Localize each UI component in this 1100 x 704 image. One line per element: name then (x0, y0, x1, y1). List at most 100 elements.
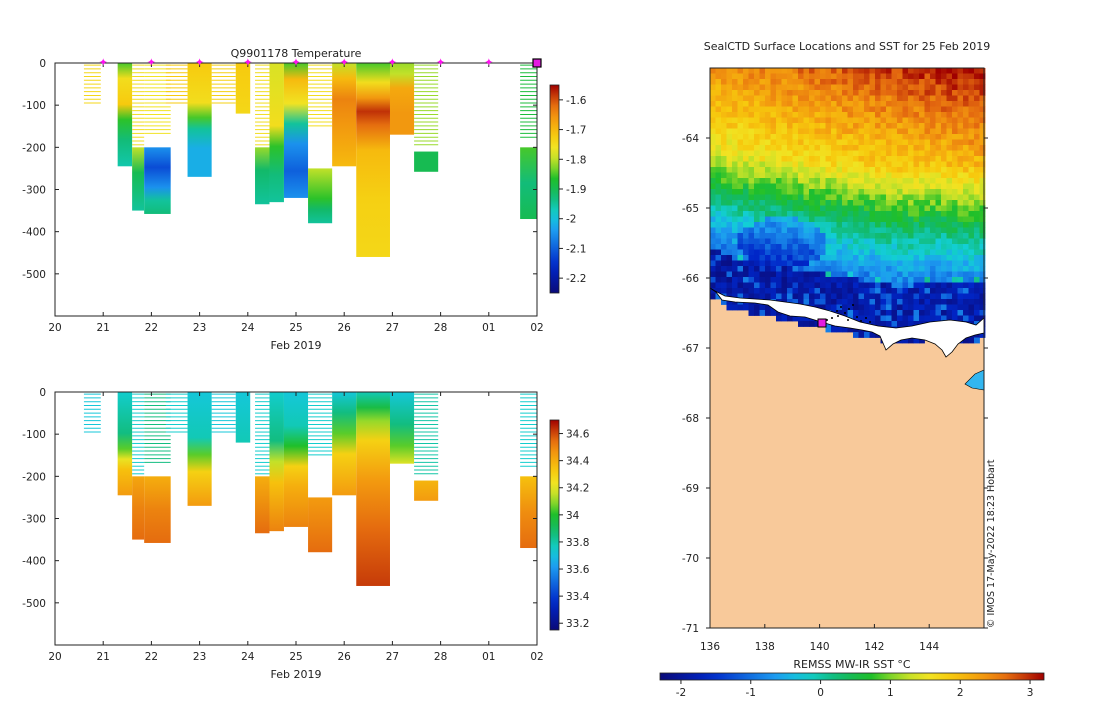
sst-cell (974, 183, 980, 190)
sst-cell (858, 277, 865, 283)
sst-cell (743, 266, 749, 272)
sst-cell (853, 194, 859, 201)
sst-cell (842, 128, 848, 135)
sst-cell (979, 172, 986, 179)
sst-cell (842, 156, 848, 162)
sst-cell (979, 211, 986, 217)
sst-cell (776, 205, 782, 212)
sst-cell (886, 227, 892, 234)
sst-cell (759, 134, 766, 140)
sst-cell (798, 79, 804, 85)
sst-cell (858, 293, 865, 300)
sst-cell (875, 227, 881, 234)
sst-cell (897, 271, 903, 278)
sst-cell (930, 200, 936, 206)
sst-cell (781, 167, 788, 173)
profile-column (389, 63, 415, 135)
sst-cell (891, 299, 898, 305)
sst-cell (847, 150, 854, 157)
sst-cell (935, 216, 942, 223)
sst-cell (968, 271, 975, 278)
sst-cell (919, 277, 925, 283)
sst-cell (875, 106, 881, 113)
sst-cell (952, 101, 958, 107)
sst-cell (864, 189, 870, 195)
sst-cell (974, 156, 980, 162)
sst-cell (715, 68, 722, 74)
sst-cell (897, 134, 903, 140)
sst-cell (754, 194, 760, 201)
sst-cell (798, 321, 804, 327)
sst-cell (715, 178, 722, 184)
sst-cell (891, 167, 898, 173)
sst-cell (886, 134, 892, 140)
sst-cell (941, 211, 947, 217)
sst-cell (726, 95, 733, 102)
profile-column (132, 476, 145, 540)
sst-cell (957, 172, 964, 179)
sst-cell (776, 90, 782, 96)
sst-cell (798, 128, 804, 135)
sst-cell (798, 233, 804, 239)
sst-cell (809, 227, 815, 234)
sst-cell (946, 260, 953, 267)
sst-cell (941, 255, 947, 261)
sst-cell (820, 161, 826, 168)
sst-cell (792, 178, 799, 184)
sst-cell (913, 211, 920, 217)
sparse-profile (83, 393, 101, 433)
sst-cell (726, 128, 733, 135)
sst-cell (963, 293, 969, 300)
sst-cell (875, 139, 881, 146)
sst-cell (891, 266, 898, 272)
sst-cell (831, 266, 837, 272)
sst-cell (913, 304, 920, 311)
sst-cell (952, 216, 958, 223)
sst-cell (902, 288, 909, 294)
sst-cell (787, 183, 793, 190)
sst-cell (842, 216, 848, 223)
sst-cell (886, 84, 892, 91)
sst-cell (946, 244, 953, 250)
sst-cell (930, 260, 936, 267)
sst-cell (963, 255, 969, 261)
sst-cell (864, 73, 870, 80)
sst-cell (831, 139, 837, 146)
sst-cell (853, 205, 859, 212)
sst-cell (919, 315, 925, 322)
sst-cell (858, 134, 865, 140)
sst-cell (913, 84, 920, 91)
sst-cell (935, 128, 942, 135)
sst-cell (798, 266, 804, 272)
sst-cell (930, 117, 936, 124)
sst-cell (897, 79, 903, 85)
sst-cell (919, 222, 925, 228)
sst-cell (908, 321, 914, 327)
sst-cell (798, 244, 804, 250)
sst-cell (759, 68, 766, 74)
sst-cell (809, 128, 815, 135)
sst-cell (803, 73, 810, 80)
y-tick-label: -500 (22, 598, 46, 610)
sst-cell (781, 106, 788, 113)
sst-cell (721, 249, 727, 256)
sst-cell (875, 277, 881, 283)
sst-cell (952, 106, 958, 113)
sst-cell (759, 101, 766, 107)
sst-cell (930, 227, 936, 234)
sst-cell (737, 238, 744, 245)
sst-cell (820, 233, 826, 239)
sst-cell (847, 68, 854, 74)
sst-cell (941, 73, 947, 80)
sst-cell (941, 277, 947, 283)
sst-cell (930, 73, 936, 80)
sst-cell (886, 222, 892, 228)
sst-cell (957, 304, 964, 311)
sst-cell (803, 277, 810, 283)
sst-cell (974, 128, 980, 135)
sst-cell (754, 277, 760, 283)
sst-cell (919, 178, 925, 184)
sst-cell (886, 178, 892, 184)
x-tick-label: 21 (97, 651, 110, 663)
sst-cell (754, 156, 760, 162)
